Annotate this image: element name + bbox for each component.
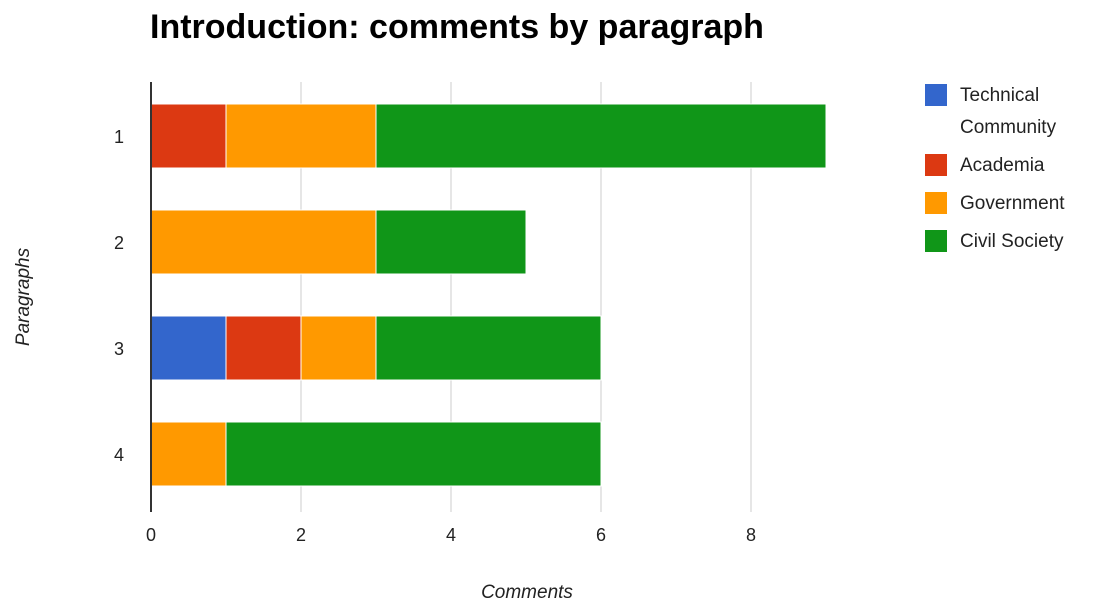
legend-item: Civil Society [925, 226, 1100, 258]
chart-title: Introduction: comments by paragraph [150, 8, 764, 46]
bar-paragraph-1-civil-society [375, 103, 827, 169]
legend: Technical Community Academia Government Civ… [925, 80, 1100, 264]
x-tick-label: 2 [296, 525, 306, 545]
x-tick-label: 6 [596, 525, 606, 545]
legend-swatch [925, 154, 947, 176]
bar-paragraph-3-academia [225, 315, 302, 381]
x-tick-label: 8 [746, 525, 756, 545]
x-tick-label: 0 [146, 525, 156, 545]
x-tick-labels: 0 2 4 6 8 [146, 525, 756, 545]
legend-swatch [925, 230, 947, 252]
legend-item: Academia [925, 150, 1100, 182]
bar-paragraph-4-government [150, 421, 227, 487]
bar-paragraph-1-government [225, 103, 377, 169]
bar-paragraph-3-technical-community [150, 315, 227, 381]
legend-label: Civil Society [960, 231, 1064, 252]
bar-paragraph-1-academia [150, 103, 227, 169]
bar-paragraph-3-civil-society [375, 315, 602, 381]
bar-paragraph-3-government [300, 315, 377, 381]
y-tick-label: 3 [114, 339, 124, 359]
legend-item: Technical Community [925, 80, 1100, 144]
legend-label: Government [960, 193, 1065, 214]
legend-swatch [925, 84, 947, 106]
y-tick-label: 2 [114, 233, 124, 253]
x-axis-title: Comments [481, 582, 573, 603]
legend-item: Government [925, 188, 1100, 220]
y-axis-title: Paragraphs [13, 247, 34, 346]
bar-paragraph-2-government [150, 209, 377, 275]
y-tick-labels: 1 2 3 4 [114, 127, 124, 465]
legend-label: Academia [960, 155, 1045, 176]
y-tick-label: 1 [114, 127, 124, 147]
legend-swatch [925, 192, 947, 214]
y-tick-label: 4 [114, 445, 124, 465]
bars [150, 103, 827, 487]
bar-paragraph-2-civil-society [375, 209, 527, 275]
x-tick-label: 4 [446, 525, 456, 545]
bar-paragraph-4-civil-society [225, 421, 602, 487]
legend-label: Technical Community [960, 85, 1057, 138]
